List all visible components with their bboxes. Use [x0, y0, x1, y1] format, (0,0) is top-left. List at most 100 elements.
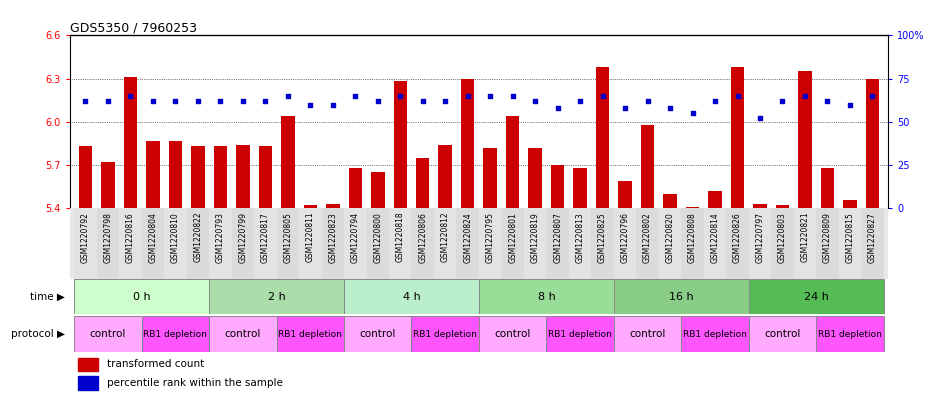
- Point: [730, 93, 745, 99]
- Bar: [349, 168, 362, 208]
- Bar: [214, 146, 227, 208]
- Point: [100, 98, 115, 104]
- Point: [483, 93, 498, 99]
- Point: [662, 105, 677, 111]
- Bar: [411, 208, 434, 279]
- Bar: [78, 376, 99, 390]
- Bar: [658, 208, 682, 279]
- Text: GSM1220817: GSM1220817: [260, 212, 270, 263]
- Bar: [551, 165, 565, 208]
- Bar: [344, 208, 366, 279]
- Point: [348, 93, 363, 99]
- Point: [708, 98, 723, 104]
- Bar: [303, 206, 317, 208]
- Text: 16 h: 16 h: [669, 292, 694, 302]
- Text: GSM1220798: GSM1220798: [103, 212, 113, 263]
- Bar: [547, 316, 614, 352]
- Point: [281, 93, 296, 99]
- Text: GSM1220792: GSM1220792: [81, 212, 90, 263]
- Text: transformed count: transformed count: [107, 359, 204, 369]
- Text: RB1 depletion: RB1 depletion: [413, 330, 477, 338]
- Bar: [861, 208, 884, 279]
- Text: 8 h: 8 h: [538, 292, 555, 302]
- Point: [505, 93, 520, 99]
- Text: GSM1220800: GSM1220800: [373, 212, 382, 263]
- Text: GSM1220801: GSM1220801: [508, 212, 517, 263]
- Point: [78, 98, 93, 104]
- Bar: [101, 162, 114, 208]
- Bar: [749, 208, 771, 279]
- Text: 24 h: 24 h: [804, 292, 829, 302]
- Text: GSM1220825: GSM1220825: [598, 212, 607, 263]
- Point: [145, 98, 160, 104]
- Text: GSM1220826: GSM1220826: [733, 212, 742, 263]
- Point: [191, 98, 206, 104]
- Bar: [844, 200, 857, 208]
- Text: GSM1220806: GSM1220806: [418, 212, 427, 263]
- Bar: [74, 279, 209, 314]
- Text: GSM1220797: GSM1220797: [755, 212, 764, 263]
- Bar: [393, 81, 407, 208]
- Bar: [322, 208, 344, 279]
- Text: GSM1220812: GSM1220812: [441, 212, 450, 263]
- Bar: [547, 208, 569, 279]
- Bar: [641, 125, 655, 208]
- Text: GSM1220824: GSM1220824: [463, 212, 472, 263]
- Bar: [192, 146, 205, 208]
- Point: [123, 93, 138, 99]
- Point: [820, 98, 835, 104]
- Bar: [276, 208, 299, 279]
- Bar: [438, 145, 452, 208]
- Bar: [726, 208, 749, 279]
- Bar: [682, 208, 704, 279]
- Text: GSM1220810: GSM1220810: [171, 212, 179, 263]
- Text: 0 h: 0 h: [133, 292, 151, 302]
- Text: GDS5350 / 7960253: GDS5350 / 7960253: [70, 21, 197, 34]
- Bar: [97, 208, 119, 279]
- Text: GSM1220807: GSM1220807: [553, 212, 562, 263]
- Bar: [731, 67, 744, 208]
- Point: [326, 101, 340, 108]
- Point: [438, 98, 453, 104]
- Bar: [524, 208, 547, 279]
- Bar: [685, 207, 699, 208]
- Text: GSM1220823: GSM1220823: [328, 212, 338, 263]
- Point: [527, 98, 542, 104]
- Point: [640, 98, 655, 104]
- Text: GSM1220809: GSM1220809: [823, 212, 832, 263]
- Bar: [479, 208, 501, 279]
- Bar: [232, 208, 254, 279]
- Text: control: control: [630, 329, 666, 339]
- Text: RB1 depletion: RB1 depletion: [548, 330, 612, 338]
- Point: [235, 98, 250, 104]
- Text: time ▶: time ▶: [30, 292, 65, 302]
- Point: [460, 93, 475, 99]
- Bar: [389, 208, 411, 279]
- Text: GSM1220814: GSM1220814: [711, 212, 720, 263]
- Text: GSM1220793: GSM1220793: [216, 212, 225, 263]
- Text: GSM1220805: GSM1220805: [284, 212, 292, 263]
- Bar: [682, 316, 749, 352]
- Text: control: control: [225, 329, 261, 339]
- Bar: [709, 191, 722, 208]
- Text: GSM1220815: GSM1220815: [845, 212, 855, 263]
- Text: GSM1220816: GSM1220816: [126, 212, 135, 263]
- Bar: [78, 358, 99, 371]
- Point: [416, 98, 431, 104]
- Bar: [259, 146, 272, 208]
- Bar: [776, 206, 790, 208]
- Point: [798, 93, 813, 99]
- Text: control: control: [90, 329, 126, 339]
- Bar: [614, 279, 749, 314]
- Bar: [124, 77, 138, 208]
- Point: [392, 93, 407, 99]
- Bar: [141, 316, 209, 352]
- Text: GSM1220795: GSM1220795: [485, 212, 495, 263]
- Bar: [187, 208, 209, 279]
- Text: RB1 depletion: RB1 depletion: [818, 330, 882, 338]
- Text: control: control: [764, 329, 801, 339]
- Bar: [771, 208, 793, 279]
- Text: protocol ▶: protocol ▶: [11, 329, 65, 339]
- Point: [370, 98, 385, 104]
- Bar: [839, 208, 861, 279]
